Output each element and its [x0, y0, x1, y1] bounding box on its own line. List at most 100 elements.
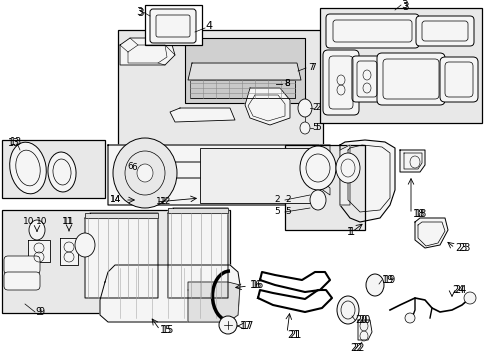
- FancyBboxPatch shape: [4, 256, 40, 274]
- Text: 23: 23: [454, 243, 467, 253]
- Polygon shape: [190, 80, 294, 98]
- Polygon shape: [170, 108, 235, 122]
- Bar: [118, 30, 323, 168]
- Text: 1: 1: [346, 227, 352, 237]
- Polygon shape: [108, 145, 329, 205]
- Bar: [319, 8, 481, 123]
- Text: 6: 6: [127, 162, 133, 171]
- Polygon shape: [85, 213, 158, 298]
- Text: 3: 3: [137, 8, 143, 18]
- Ellipse shape: [365, 274, 383, 296]
- Ellipse shape: [219, 316, 237, 334]
- Polygon shape: [339, 140, 394, 222]
- Text: 11: 11: [63, 217, 74, 226]
- Ellipse shape: [299, 146, 335, 190]
- FancyBboxPatch shape: [351, 56, 381, 102]
- Text: 22: 22: [351, 343, 364, 353]
- Text: 21: 21: [288, 330, 301, 340]
- Polygon shape: [314, 180, 329, 195]
- Ellipse shape: [299, 122, 309, 134]
- FancyBboxPatch shape: [4, 272, 40, 290]
- Polygon shape: [100, 265, 240, 322]
- FancyBboxPatch shape: [150, 9, 196, 43]
- Text: 20: 20: [357, 315, 369, 325]
- Text: 12: 12: [160, 198, 171, 207]
- Polygon shape: [187, 63, 301, 80]
- Polygon shape: [85, 213, 158, 218]
- Bar: [285, 145, 364, 230]
- Text: 8: 8: [284, 80, 289, 89]
- Text: 15: 15: [160, 325, 172, 335]
- Text: 22: 22: [349, 343, 362, 353]
- Polygon shape: [414, 218, 447, 248]
- Polygon shape: [60, 238, 78, 265]
- Text: 16: 16: [251, 280, 264, 290]
- Bar: [184, 38, 305, 103]
- Text: 15: 15: [162, 325, 174, 335]
- Ellipse shape: [29, 220, 45, 240]
- Ellipse shape: [113, 138, 177, 208]
- Text: 10: 10: [22, 217, 34, 226]
- Text: 17: 17: [242, 321, 254, 331]
- Polygon shape: [120, 38, 175, 65]
- Polygon shape: [168, 208, 227, 213]
- Text: 13: 13: [10, 137, 22, 147]
- Text: 20: 20: [354, 315, 366, 325]
- Polygon shape: [357, 320, 371, 340]
- Text: 19: 19: [383, 275, 395, 285]
- Text: 9: 9: [38, 307, 44, 317]
- Text: 2: 2: [285, 195, 290, 204]
- Text: 2: 2: [311, 104, 317, 112]
- Ellipse shape: [463, 292, 475, 304]
- Ellipse shape: [335, 153, 359, 183]
- Polygon shape: [187, 282, 240, 322]
- Text: 10: 10: [36, 217, 47, 226]
- Text: 16: 16: [249, 280, 262, 290]
- Ellipse shape: [137, 164, 153, 182]
- Ellipse shape: [48, 152, 76, 192]
- FancyBboxPatch shape: [415, 16, 473, 46]
- Text: 18: 18: [412, 209, 425, 219]
- Text: 3: 3: [400, 0, 407, 10]
- Text: 4: 4: [204, 21, 212, 31]
- Text: 21: 21: [286, 330, 299, 340]
- Ellipse shape: [75, 233, 95, 257]
- Text: 5: 5: [314, 123, 320, 132]
- Ellipse shape: [404, 313, 414, 323]
- FancyBboxPatch shape: [439, 57, 477, 102]
- Text: 13: 13: [8, 138, 20, 148]
- Text: 11: 11: [62, 217, 73, 226]
- Polygon shape: [28, 240, 50, 262]
- Bar: [2, 140, 105, 198]
- Text: 7: 7: [309, 63, 315, 72]
- Bar: [145, 5, 202, 45]
- Text: 3: 3: [136, 7, 142, 17]
- Text: 8: 8: [284, 80, 289, 89]
- Text: 14: 14: [110, 195, 121, 204]
- Polygon shape: [399, 150, 424, 172]
- FancyBboxPatch shape: [376, 53, 444, 105]
- Text: 2: 2: [314, 104, 320, 112]
- Text: 24: 24: [453, 285, 466, 295]
- Polygon shape: [168, 208, 227, 298]
- Ellipse shape: [309, 190, 325, 210]
- Text: 19: 19: [381, 275, 393, 285]
- Ellipse shape: [297, 99, 311, 117]
- Polygon shape: [244, 88, 289, 125]
- Text: 14: 14: [110, 195, 121, 204]
- Polygon shape: [339, 145, 349, 205]
- Text: 9: 9: [35, 307, 41, 317]
- Text: 6: 6: [131, 163, 137, 172]
- Text: 5: 5: [274, 207, 280, 216]
- Text: 24: 24: [451, 285, 464, 295]
- Text: 1: 1: [348, 227, 354, 237]
- Text: 12: 12: [156, 198, 167, 207]
- Bar: [200, 148, 319, 203]
- Polygon shape: [145, 162, 264, 178]
- Text: 5: 5: [311, 123, 317, 132]
- Text: 7: 7: [307, 63, 313, 72]
- Text: 18: 18: [414, 209, 427, 219]
- Ellipse shape: [336, 296, 358, 324]
- Text: 5: 5: [285, 207, 290, 216]
- Text: 23: 23: [457, 243, 469, 253]
